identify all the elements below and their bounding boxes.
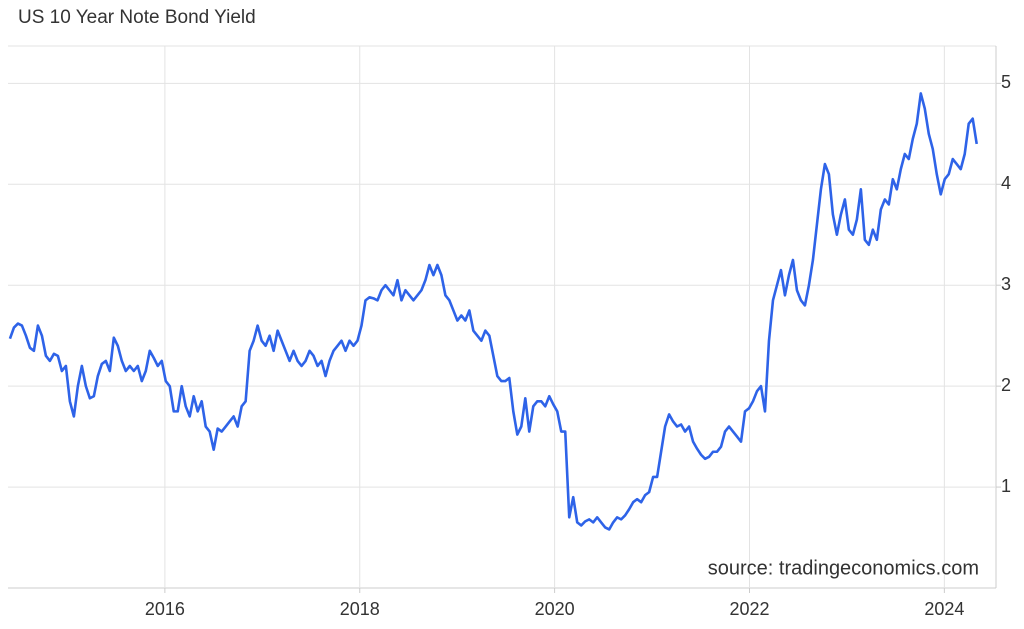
x-tick-label: 2022 bbox=[729, 599, 769, 619]
x-tick-label: 2018 bbox=[340, 599, 380, 619]
plot-area bbox=[8, 92, 978, 531]
source-note: source: tradingeconomics.com bbox=[708, 557, 979, 579]
x-tick-label: 2024 bbox=[924, 599, 964, 619]
y-tick-label: 5 bbox=[1001, 72, 1011, 92]
data-line bbox=[8, 92, 978, 531]
y-tick-label: 3 bbox=[1001, 274, 1011, 294]
grid bbox=[8, 46, 996, 588]
y-tick-label: 1 bbox=[1001, 476, 1011, 496]
x-tick-label: 2016 bbox=[145, 599, 185, 619]
x-tick-label: 2020 bbox=[535, 599, 575, 619]
chart-title: US 10 Year Note Bond Yield bbox=[18, 7, 256, 28]
y-tick-label: 4 bbox=[1001, 173, 1011, 193]
y-tick-label: 2 bbox=[1001, 375, 1011, 395]
